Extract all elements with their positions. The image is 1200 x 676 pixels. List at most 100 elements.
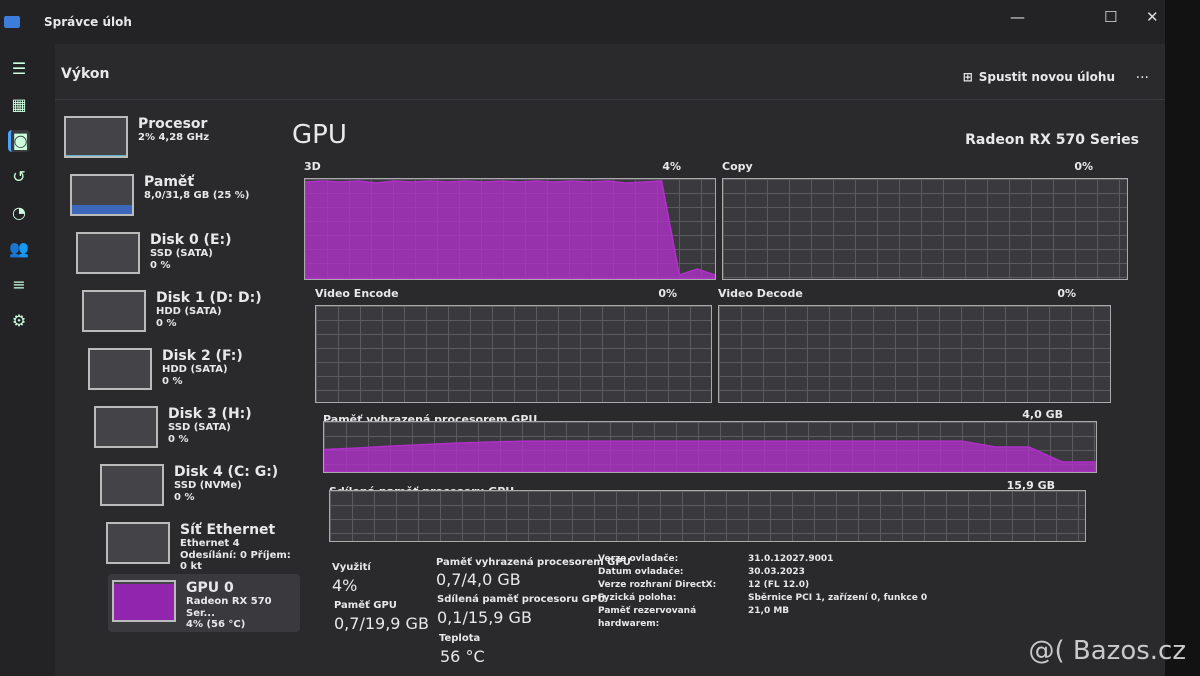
resource-name: Disk 4 (C: G:) [174,464,279,480]
info-value: 12 (FL 12.0) [748,580,810,590]
gpu-info: Verze ovladače: 31.0.12027.9001 Datum ovla… [598,553,927,631]
resource-sub: Radeon RX 570 Ser... [186,596,272,619]
temp-value: 56 °C [440,647,485,666]
resource-name: Síť Ethernet [180,522,276,538]
resource-item[interactable]: Paměť 8,0/31,8 GB (25 %) [66,168,300,226]
resource-value: 4% (56 °C) [186,619,246,631]
dedicated-memory-graph [323,421,1097,473]
engine-label: Video Decode [718,287,803,300]
run-new-task-button[interactable]: ⊞ Spustit novou úlohu [963,70,1115,84]
resource-name: Disk 0 (E:) [150,232,232,248]
run-task-label: Spustit novou úlohu [978,70,1115,84]
title-bar: Správce úloh — ☐ ✕ [0,0,1165,44]
thumbnail-graph [94,406,158,448]
info-key: Verze ovladače: [598,554,679,564]
engine-graph [304,178,716,280]
maximize-button[interactable]: ☐ [1104,8,1118,26]
thumbnail-graph [70,174,134,216]
thumbnail-graph [82,290,146,332]
engine-percent: 4% [662,160,681,173]
resource-name: GPU 0 [186,580,234,596]
shared-graph-max: 15,9 GB [1006,479,1055,492]
gpu-mem-value: 0,7/19,9 GB [334,614,429,633]
resource-item[interactable]: GPU 0 Radeon RX 570 Ser... 4% (56 °C) [108,574,300,632]
thumb-fill [72,204,132,214]
temp-label: Teplota [439,633,481,644]
engine-label: Copy [722,160,753,173]
info-key: Verze rozhraní DirectX: [598,580,717,590]
info-value: 21,0 MB [748,606,790,616]
resource-item[interactable]: Disk 1 (D: D:) HDD (SATA) 0 % [78,284,300,342]
thumbnail-graph [88,348,152,390]
resource-item[interactable]: Disk 3 (H:) SSD (SATA) 0 % [90,400,300,458]
thumbnail-graph [64,116,128,158]
monitor-bezel [1165,0,1200,676]
info-key: Datum ovladače: [598,567,684,577]
engine-graph [718,305,1111,403]
resource-sub: 8,0/31,8 GB (25 %) [144,190,250,202]
resource-item[interactable]: Disk 2 (F:) HDD (SATA) 0 % [84,342,300,400]
services-icon[interactable]: ⚙ [11,311,27,330]
engine-percent: 0% [658,287,677,300]
details-icon[interactable]: ≡ [12,275,26,294]
engine-graph [315,305,712,403]
resource-value: 0 % [162,375,183,387]
thumbnail-graph [112,580,176,622]
resource-value: 0 % [156,317,177,329]
resource-name: Procesor [138,116,208,132]
engine-label: Video Encode [315,287,399,300]
resource-item[interactable]: Síť Ethernet Ethernet 4 Odesílání: 0 Příje… [102,516,300,574]
more-button[interactable]: ... [1135,66,1149,82]
resource-sub: SSD (SATA) [168,422,231,434]
performance-icon[interactable]: ◙ [8,130,30,152]
run-task-icon: ⊞ [962,70,973,84]
resource-item[interactable]: Procesor 2% 4,28 GHz [60,110,300,168]
info-key: Paměť rezervovaná hardwarem: [598,606,697,629]
graph-area [305,180,715,279]
thumb-fill [114,583,174,620]
thumb-fill [66,155,126,156]
shared-value: 0,1/15,9 GB [437,608,532,627]
info-value: 30.03.2023 [748,567,805,577]
resource-sub: SSD (NVMe) [174,480,242,492]
resource-sub: Ethernet 4 [180,538,240,550]
users-icon[interactable]: 👥 [9,239,29,258]
thumbnail-graph [106,522,170,564]
minimize-button[interactable]: — [1010,8,1025,26]
resource-value: 0 % [150,259,171,271]
gpu-mem-label: Paměť GPU [334,600,397,611]
dedicated-label: Paměť vyhrazená procesorem GPU [436,557,631,568]
header: Výkon ⊞ Spustit novou úlohu ... [55,44,1165,100]
thumbnail-graph [100,464,164,506]
resource-name: Disk 2 (F:) [162,348,243,364]
history-icon[interactable]: ↺ [12,167,26,186]
resource-value: 0 % [174,491,195,503]
startup-icon[interactable]: ◔ [12,203,26,222]
window-title: Správce úloh [44,15,132,29]
resource-name: Disk 3 (H:) [168,406,252,422]
dedicated-graph-max: 4,0 GB [1022,408,1063,421]
nav-rail: ☰ ▦ ◙ ↺ ◔ 👥 ≡ ⚙ [0,44,55,676]
menu-icon[interactable]: ☰ [11,59,27,78]
shared-memory-graph [329,490,1086,542]
task-manager-window: Správce úloh — ☐ ✕ ☰ ▦ ◙ ↺ ◔ 👥 ≡ ⚙ Výkon… [0,0,1165,676]
info-row: Verze rozhraní DirectX: 12 (FL 12.0) [598,579,927,592]
resource-item[interactable]: Disk 4 (C: G:) SSD (NVMe) 0 % [96,458,300,516]
info-value: 31.0.12027.9001 [748,554,834,564]
info-row: Fyzická poloha: Sběrnice PCI 1, zařízení … [598,592,927,605]
resource-sub: HDD (SATA) [156,306,222,318]
dedicated-value: 0,7/4,0 GB [436,570,521,589]
info-key: Fyzická poloha: [598,593,677,603]
resource-item[interactable]: Disk 0 (E:) SSD (SATA) 0 % [72,226,300,284]
processes-icon[interactable]: ▦ [11,95,27,114]
info-row: Datum ovladače: 30.03.2023 [598,566,927,579]
info-row: Verze ovladače: 31.0.12027.9001 [598,553,927,566]
page-title: Výkon [61,66,110,82]
resource-list: Procesor 2% 4,28 GHz Paměť 8,0/31,8 GB (25 … [60,110,300,632]
close-button[interactable]: ✕ [1146,8,1159,26]
watermark: @( Bazos.cz [1028,636,1187,666]
engine-graph [722,178,1128,280]
resource-name: Paměť [144,174,195,190]
info-row: Paměť rezervovaná hardwarem: 21,0 MB [598,605,927,631]
graph-area [324,440,1096,472]
